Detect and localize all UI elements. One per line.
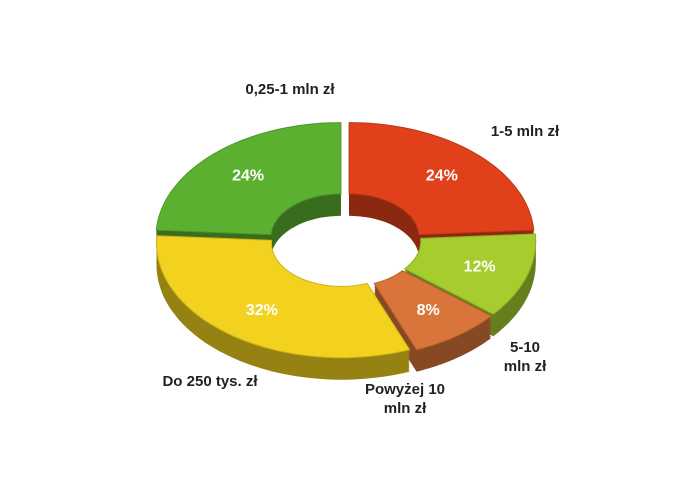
slice <box>155 235 411 359</box>
category-label: 0,25-1 mln zł <box>245 81 335 98</box>
category-label: 1-5 mln zł <box>490 123 560 140</box>
value-label: 12% <box>464 258 496 275</box>
slice <box>373 270 493 351</box>
category-label: 5-10 mln zł <box>503 339 547 375</box>
value-label: 32% <box>246 302 278 319</box>
category-label: Do 250 tys. zł <box>162 373 258 390</box>
slice <box>403 233 537 315</box>
slice <box>155 122 342 236</box>
slice <box>348 122 535 236</box>
slices <box>155 122 537 380</box>
category-label: Powyżej 10 mln zł <box>364 381 446 417</box>
value-label: 8% <box>417 302 440 319</box>
value-label: 24% <box>232 167 264 184</box>
value-label: 24% <box>426 167 458 184</box>
